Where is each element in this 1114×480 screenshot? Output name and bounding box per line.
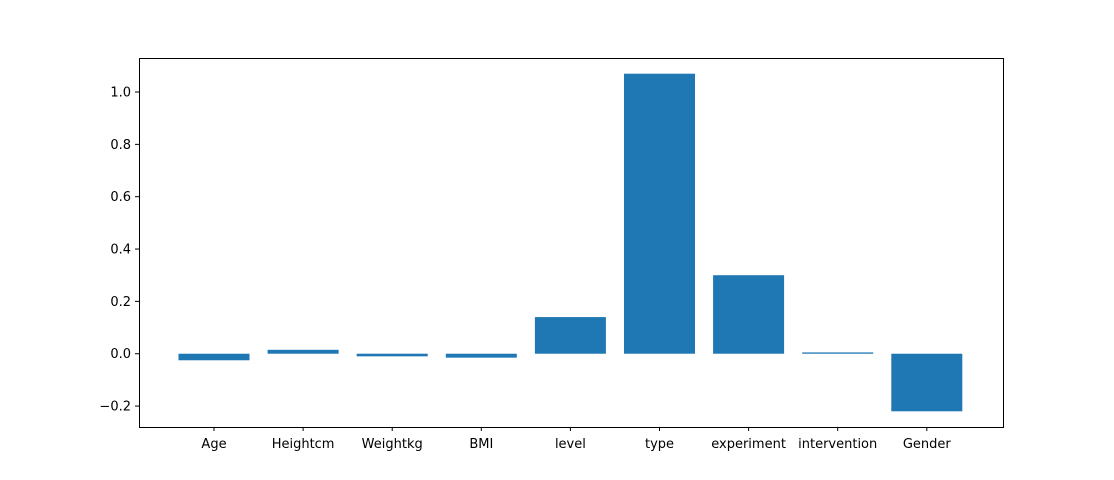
bar-gender (891, 353, 963, 412)
bar-heightcm (267, 349, 339, 354)
x-axis: Age Heightcm Weightkg BMI level type experimen… (201, 427, 951, 452)
x-tick-label: type (645, 437, 674, 452)
x-tick-label: Heightcm (272, 437, 335, 452)
bar-type (624, 73, 695, 354)
y-tick-label: 0.0 (110, 347, 131, 362)
y-tick-label: −0.2 (99, 400, 131, 415)
x-tick-label: experiment (711, 437, 786, 452)
y-tick-label: 0.4 (110, 243, 131, 258)
y-axis: −0.2 0.0 0.2 0.4 0.6 0.8 1.0 (99, 86, 139, 415)
x-tick-label: BMI (469, 437, 493, 452)
bar-experiment (713, 275, 785, 354)
bar-intervention (802, 352, 874, 354)
x-tick-label: Weightkg (362, 437, 423, 452)
x-tick-label: Gender (903, 437, 952, 452)
y-tick-label: 0.8 (110, 138, 131, 153)
bar-age (178, 353, 250, 361)
bar-bmi (445, 353, 517, 358)
plot-frame (139, 58, 1004, 428)
y-tick-label: 1.0 (110, 86, 131, 101)
bars-group (178, 73, 963, 412)
y-tick-label: 0.6 (110, 190, 131, 205)
x-tick-label: level (555, 437, 586, 452)
y-tick-label: 0.2 (110, 295, 131, 310)
x-tick-label: Age (201, 437, 226, 452)
bar-level (534, 317, 606, 354)
x-tick-label: intervention (798, 437, 877, 452)
bar-weightkg (356, 353, 428, 357)
